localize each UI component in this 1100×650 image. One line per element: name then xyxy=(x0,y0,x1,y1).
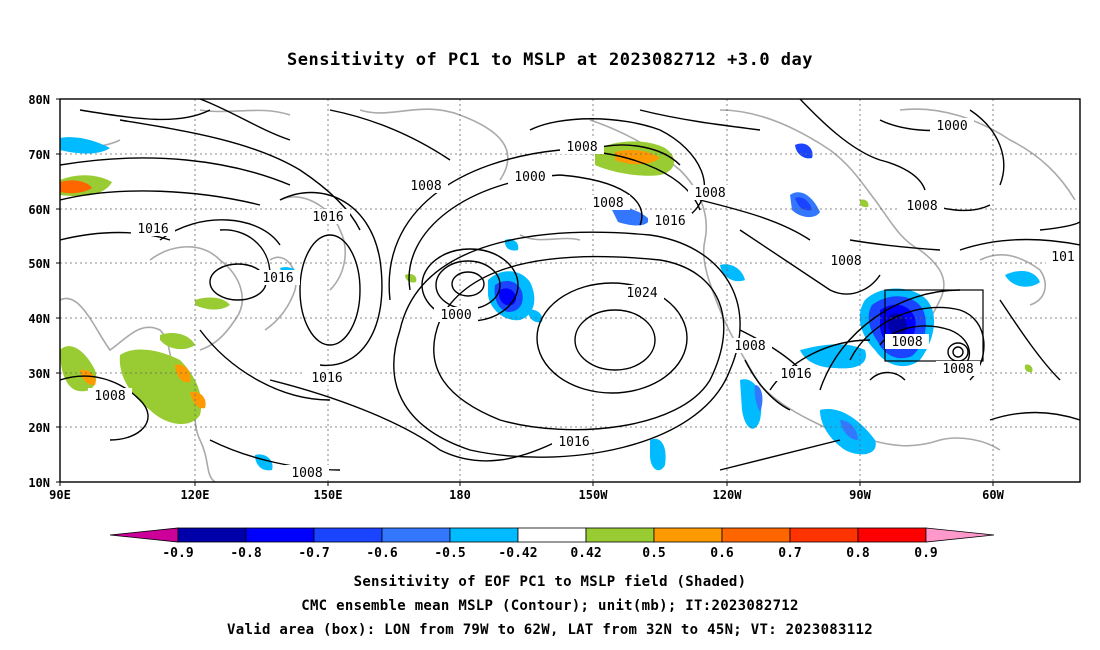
footer-line-3: Valid area (box): LON from 79W to 62W, L… xyxy=(227,622,873,638)
lon-label: 150W xyxy=(579,488,609,502)
lat-label: 70N xyxy=(28,148,50,162)
colorbar-tick-label: -0.5 xyxy=(434,546,465,561)
contour-label-group: 1008 1000 1008 1008 1016 1016 1008 1000 … xyxy=(94,119,1075,481)
lon-label: 150E xyxy=(314,488,343,502)
mslp-contours xyxy=(60,99,1080,471)
colorbar-segment xyxy=(245,527,315,543)
colorbar-tick-label: -0.42 xyxy=(498,546,537,561)
shaded-regions xyxy=(60,137,1040,471)
contour-label: 101 xyxy=(1051,250,1074,265)
colorbar-left-arrow xyxy=(109,527,179,543)
contour-label: 1008 xyxy=(891,335,922,350)
contour-label: 1000 xyxy=(514,170,545,185)
contour-label: 1008 xyxy=(694,186,725,201)
contour-label: 1000 xyxy=(440,308,471,323)
lon-label: 60W xyxy=(982,488,1004,502)
colorbar-segment xyxy=(789,527,859,543)
lon-label: 120W xyxy=(713,488,743,502)
valid-area-box xyxy=(884,289,984,362)
contour-label: 1016 xyxy=(654,214,685,229)
lat-label: 60N xyxy=(28,203,50,217)
colorbar-tick-label: 0.8 xyxy=(846,546,870,561)
contour-label: 1016 xyxy=(311,371,342,386)
colorbar-segment xyxy=(585,527,655,543)
contour-label: 1016 xyxy=(312,210,343,225)
lat-label: 80N xyxy=(28,93,50,107)
contour-label: 1016 xyxy=(558,435,589,450)
colorbar-tick-label: -0.7 xyxy=(298,546,329,561)
footer-line-2: CMC ensemble mean MSLP (Contour); unit(m… xyxy=(301,598,799,614)
map-title: Sensitivity of PC1 to MSLP at 2023082712… xyxy=(286,50,813,70)
lon-label: 90E xyxy=(49,488,71,502)
colorbar-tick-label: 0.6 xyxy=(710,546,734,561)
lat-label: 20N xyxy=(28,421,50,435)
lat-label: 30N xyxy=(28,367,50,381)
contour-label: 1016 xyxy=(780,367,811,382)
lat-label: 40N xyxy=(28,312,50,326)
colorbar-segment xyxy=(177,527,247,543)
footer-line-1: Sensitivity of EOF PC1 to MSLP field (Sh… xyxy=(353,574,747,590)
contour-label: 1008 xyxy=(942,362,973,377)
contour-label: 1024 xyxy=(626,286,657,301)
colorbar-segment xyxy=(653,527,723,543)
colorbar-segment xyxy=(857,527,927,543)
contour-label: 1016 xyxy=(137,222,168,237)
contour-label: 1008 xyxy=(410,179,441,194)
colorbar-right-arrow xyxy=(925,527,995,543)
contour-label: 1008 xyxy=(94,389,125,404)
colorbar-segment xyxy=(449,527,519,543)
colorbar-segment xyxy=(313,527,383,543)
colorbar-tick-label: -0.8 xyxy=(230,546,261,561)
contour-label: 1008 xyxy=(592,196,623,211)
contour-label: 1000 xyxy=(936,119,967,134)
colorbar-tick-label: -0.6 xyxy=(366,546,397,561)
lat-axis: 80N 70N 60N 50N 40N 30N 20N 10N xyxy=(28,93,50,490)
contour-label: 1016 xyxy=(262,271,293,286)
colorbar-segment xyxy=(721,527,791,543)
colorbar-segment xyxy=(381,527,451,543)
colorbar-tick-label: 0.42 xyxy=(570,546,601,561)
map-plot-area xyxy=(60,99,1080,482)
colorbar: -0.9 -0.8 -0.7 -0.6 -0.5 -0.42 0.42 0.5 0.6 0.7 0.… xyxy=(109,527,995,561)
colorbar-tick-label: 0.7 xyxy=(778,546,801,561)
lat-label: 50N xyxy=(28,257,50,271)
colorbar-segment xyxy=(517,527,587,543)
colorbar-tick-label: 0.9 xyxy=(914,546,937,561)
lon-label: 90W xyxy=(849,488,871,502)
contour-label: 1008 xyxy=(830,254,861,269)
contour-label: 1008 xyxy=(906,199,937,214)
lon-label: 180 xyxy=(449,488,471,502)
colorbar-tick-label: -0.9 xyxy=(162,546,193,561)
lon-label: 120E xyxy=(181,488,210,502)
lon-axis: 90E 120E 150E 180 150W 120W 90W 60W xyxy=(49,488,1004,502)
colorbar-tick-label: 0.5 xyxy=(642,546,665,561)
axis-ticks xyxy=(56,98,994,486)
map-frame xyxy=(59,98,1081,483)
contour-label: 1008 xyxy=(734,339,765,354)
contour-label: 1008 xyxy=(291,466,322,481)
lat-label: 10N xyxy=(28,476,50,490)
contour-label: 1008 xyxy=(566,140,597,155)
